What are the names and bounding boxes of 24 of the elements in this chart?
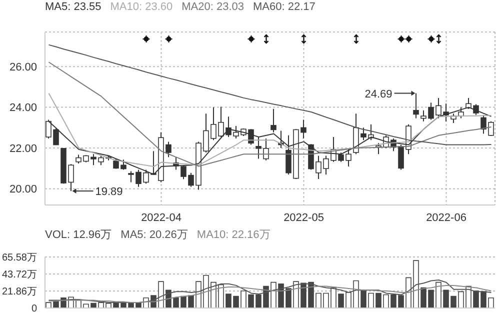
line-series	[48, 44, 492, 146]
y-tick-label: 22.00	[9, 142, 37, 155]
text: MA60: 22.17	[253, 1, 316, 13]
y-tick-label: 65.58万	[2, 252, 37, 264]
y-tick-label: 20.00	[9, 184, 37, 196]
x-tick-label: 2022-04	[141, 212, 182, 224]
line-series	[48, 284, 492, 304]
y-tick-label: 0	[31, 304, 38, 315]
text: MA5: 20.26万	[120, 228, 188, 242]
y-tick-label: 24.00	[9, 102, 37, 114]
text: MA10: 22.16万	[196, 228, 270, 242]
y-tick-label: 26.00	[9, 62, 37, 74]
line-series	[48, 280, 492, 304]
text: MA5: 23.55	[45, 1, 102, 13]
annotation: 19.89	[95, 186, 123, 198]
annotation: 24.69	[364, 88, 392, 100]
x-tick-label: 2022-05	[284, 212, 324, 224]
text: MA20: 23.03	[182, 1, 244, 13]
text: MA10: 23.60	[110, 1, 173, 13]
text: VOL: 12.96万	[45, 228, 112, 242]
x-tick-label: 2022-06	[426, 212, 466, 224]
candlestick	[413, 92, 419, 119]
y-tick-label: 21.86万	[2, 286, 37, 298]
y-tick-label: 43.72万	[2, 270, 37, 281]
